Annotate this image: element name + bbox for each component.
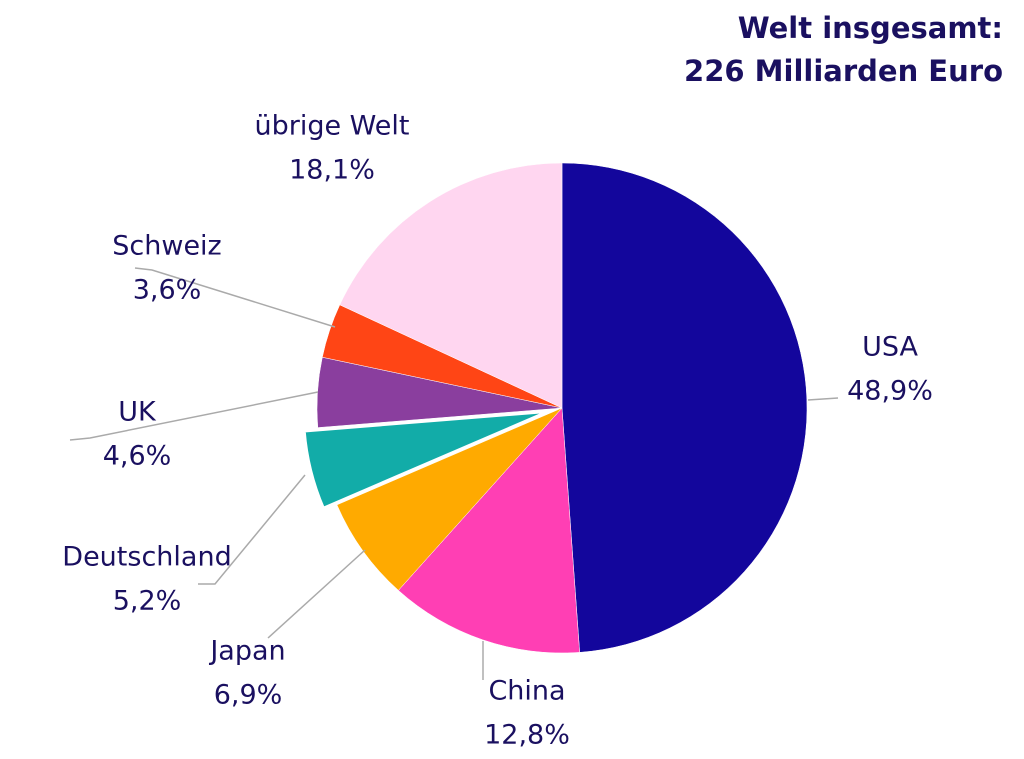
pie-slice	[398, 407, 580, 654]
value-label: 5,2%	[113, 586, 182, 617]
slice-label: USA	[862, 332, 918, 363]
value-label: 4,6%	[103, 441, 172, 472]
slice-label: UK	[118, 397, 157, 428]
leader-line	[267, 549, 366, 639]
value-label: 12,8%	[484, 720, 570, 751]
pie-slice	[339, 162, 563, 409]
value-label: 3,6%	[133, 275, 202, 306]
chart-subtitle: 226 Milliarden Euro	[684, 54, 1003, 88]
slice-label: Schweiz	[112, 231, 221, 262]
leader-line	[134, 267, 336, 328]
chart-title: Welt insgesamt:	[738, 11, 1003, 45]
slice-label: Japan	[208, 636, 285, 667]
value-label: 48,9%	[847, 376, 933, 407]
slice-label: übrige Welt	[255, 111, 410, 142]
slice-label: Deutschland	[62, 542, 231, 573]
pie-slice	[302, 409, 550, 511]
pie-slice	[561, 162, 808, 653]
leader-line	[198, 474, 306, 585]
leader-line	[69, 391, 319, 441]
value-label: 18,1%	[289, 155, 375, 186]
leader-line	[807, 397, 839, 401]
value-label: 6,9%	[214, 680, 283, 711]
slice-label: China	[488, 676, 565, 707]
